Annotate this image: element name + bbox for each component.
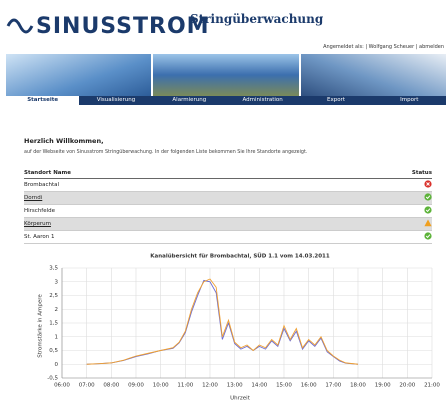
y-tick-label: 1,5 (49, 321, 58, 327)
y-tick-label: 3 (55, 279, 59, 285)
banner (6, 54, 446, 96)
x-tick-label: 20:00 (399, 383, 415, 389)
x-tick-label: 12:00 (202, 383, 218, 389)
x-tick-label: 16:00 (301, 383, 317, 389)
status-ok (424, 232, 432, 240)
status-ok (424, 206, 432, 214)
y-tick-label: 0 (55, 362, 59, 368)
page: SINUSSTROM Stringüberwachung Angemeldet … (0, 0, 448, 412)
header-cell: Standort Name (24, 168, 412, 179)
x-tick-label: 19:00 (375, 383, 391, 389)
status-warning (424, 219, 432, 227)
welcome-title: Herzlich Willkommen, (24, 137, 104, 145)
y-tick-label: 1 (55, 334, 59, 340)
x-tick-label: 11:00 (177, 383, 193, 389)
x-tick-label: 18:00 (350, 383, 366, 389)
x-tick-label: 14:00 (251, 383, 267, 389)
chart-title: Kanalübersicht für Brombachtal, SÜD 1.1 … (150, 253, 330, 260)
chart: Kanalübersicht für Brombachtal, SÜD 1.1 … (0, 248, 448, 408)
x-tick-label: 06:00 (54, 383, 70, 389)
y-tick-label: 2,5 (49, 293, 58, 299)
logo-subtitle: Stringüberwachung (190, 12, 323, 26)
site-name[interactable]: Brombachtal (24, 179, 412, 192)
logo: SINUSSTROM (36, 14, 210, 39)
status-ok (424, 193, 432, 201)
header-cell: Status (412, 168, 432, 179)
nav-item[interactable]: Import (373, 96, 446, 105)
site-name[interactable]: Körperum (24, 218, 412, 231)
x-tick-label: 13:00 (227, 383, 243, 389)
y-tick-label: 3,5 (49, 266, 58, 272)
nav-item[interactable]: Administration (226, 96, 299, 105)
y-tick-label: 2 (55, 307, 59, 313)
nav-item[interactable]: Alarmierung (153, 96, 226, 105)
x-tick-label: 21:00 (424, 383, 440, 389)
nav-item[interactable]: Startseite (6, 96, 79, 105)
x-tick-label: 09:00 (128, 383, 144, 389)
y-tick-label: 0,5 (49, 348, 58, 354)
welcome-text: auf der Webseite von Sinusstrom Stringüb… (24, 150, 307, 155)
site-name[interactable]: Hirschfelde (24, 205, 412, 218)
nav-item[interactable]: Export (299, 96, 372, 105)
site-name[interactable]: Dorndi (24, 192, 412, 205)
x-tick-label: 08:00 (103, 383, 119, 389)
x-tick-label: 15:00 (276, 383, 292, 389)
x-tick-label: 07:00 (79, 383, 95, 389)
nav-item[interactable]: Visualisierung (79, 96, 152, 105)
nav-bar: Startseite Visualisierung Alarmierung Ad… (6, 96, 446, 105)
site-name[interactable]: St. Aaron 1 (24, 231, 412, 244)
y-axis-label: Stromstärke in Ampere (38, 294, 44, 358)
x-axis-label: Uhrzeit (230, 396, 251, 402)
logo-wave (6, 18, 34, 34)
x-tick-label: 10:00 (153, 383, 169, 389)
y-tick-label: -0,5 (47, 376, 58, 382)
x-tick-label: 17:00 (325, 383, 341, 389)
user-info[interactable]: Angemeldet als: | Wolfgang Scheuer | abm… (323, 44, 444, 50)
series-line (87, 280, 358, 364)
series-line (87, 279, 358, 364)
status-error (424, 180, 432, 188)
